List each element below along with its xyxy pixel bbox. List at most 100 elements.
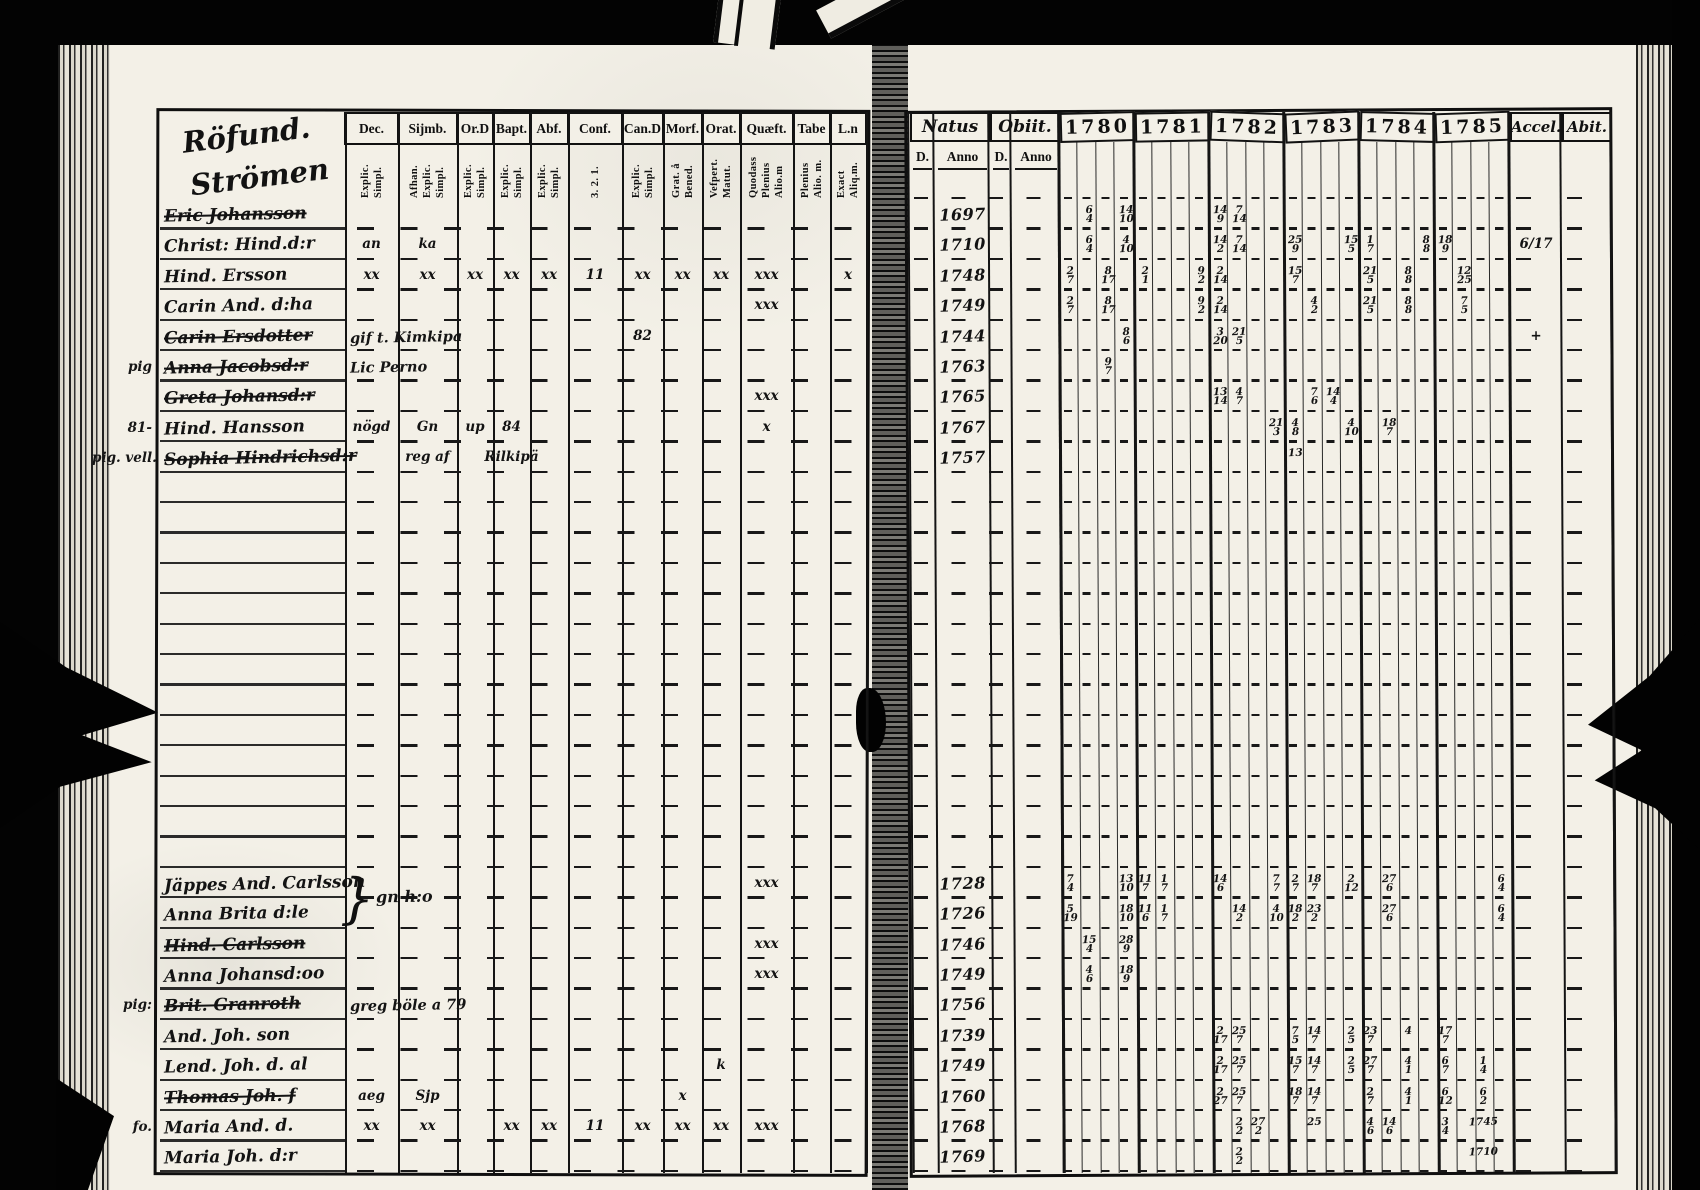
subheader-underline [913,168,932,170]
communion-date-mark: 25 7 [1229,1025,1248,1046]
communion-date-mark: 11 6 [1136,903,1155,924]
register-row-name: Anna Brita d:le [163,902,310,926]
communion-date-mark: 18 2 [1286,903,1305,924]
natus-year-value: 1728 [938,872,987,894]
row-cell-mark: nögd [352,418,391,435]
left-row-dashes [357,1017,864,1021]
date-mark-part: 7 [1441,1033,1450,1046]
date-mark-part: 7 [1310,1033,1319,1046]
row-cell-mark: 82 [633,327,652,344]
date-mark-part: 10 [1119,911,1135,925]
date-mark-part: 6 [1216,881,1225,894]
natus-year-value: 1767 [938,416,987,438]
left-row-dashes [357,440,864,443]
date-mark-part: 20 [1212,334,1229,347]
date-mark-part: 9 [1216,212,1225,226]
communion-date-mark: 18 7 [1379,417,1398,438]
accel-abit-dashes [1516,257,1606,261]
left-row-dashes [357,227,864,230]
register-row-name: Brit. Granroth [163,993,302,1017]
row-cell-mark: xx [363,1118,380,1134]
communion-date-mark: 13 14 [1211,386,1230,407]
left-row-dashes [357,592,864,595]
date-mark-part: 7 [1310,1064,1319,1077]
left-col-line [493,112,496,1173]
natus-obiit-dashes [914,197,1056,200]
left-row-dashes [357,409,864,413]
column-subheader-0: Explic. Simpl. [345,149,398,198]
natus-year-value: 1757 [938,447,987,468]
yeargrid-dashes [1064,683,1506,686]
communion-date-mark: 2 17 [1211,1025,1230,1047]
natus-obiit-dashes [914,622,1056,625]
accel-abit-dashes [1516,592,1606,595]
margin-annotation: pig: [123,997,152,1014]
yeargrid-dashes [1064,501,1506,504]
row-note: greg böle a 79 [349,996,467,1016]
register-row-name: Hind. Ersson [163,264,288,288]
left-row-dashes [357,318,864,321]
left-col-line [457,112,460,1173]
column-subheader-text: Explic. [359,163,371,198]
communion-date-mark: 25 [1305,1116,1324,1129]
natus-obiit-dashes [914,987,1056,990]
natus-obiit-dashes [914,440,1056,443]
left-row-dashes [357,744,864,747]
name-rule-line [160,318,345,321]
left-row-dashes [357,683,864,686]
yeargrid-dashes [1064,257,1506,261]
name-rule-line [160,713,345,716]
natus-year-value: 1749 [938,964,987,985]
row-note: Lic Perno [349,358,428,377]
obiit-header: Obiit. [990,112,1060,142]
date-mark-part: 17 [1212,1033,1229,1047]
accel-abit-dashes [1516,531,1606,534]
row-cell-mark: Rilkipä [484,449,539,466]
date-mark-part: 17 [1100,303,1116,317]
date-mark-part: 7 [1272,881,1281,894]
accel-abit-dashes [1516,1078,1606,1081]
date-mark-part: 5 [1366,273,1375,286]
accel-mark: 6/17 [1519,236,1553,253]
register-row-name: Hind. Carlsson [163,932,306,957]
left-book-edge [58,45,110,1190]
natus-obiit-dashes [914,1109,1056,1112]
yeargrid-dashes [1064,561,1506,565]
left-col-line [345,112,348,1173]
accel-abit-dashes [1516,1017,1606,1021]
communion-date-mark: 2 14 [1211,265,1230,286]
accel-abit-dashes [1516,774,1606,777]
name-rule-line [160,653,345,656]
communion-date-mark: 21 5 [1361,295,1380,316]
date-mark-part: 4 [1085,212,1094,226]
communion-date-mark: 6 12 [1436,1085,1455,1106]
date-mark-part: 14 [1231,243,1247,256]
column-subheader-3: Explic. Simpl. [493,149,530,198]
name-rule-line [160,835,345,838]
communion-date-mark: 14 2 [1211,234,1230,255]
date-mark-part: 5 [1347,1064,1356,1077]
register-row-name: Anna Jacobsd:r [163,355,309,379]
yeargrid-dashes [1064,470,1506,473]
left-row-dashes [357,1048,864,1051]
natus-obiit-dashes [914,1169,1056,1173]
communion-date-mark: 18 9 [1436,234,1455,255]
row-cell-mark: xx [712,1118,730,1134]
left-row-dashes [357,957,864,960]
name-rule-line [160,409,345,412]
date-mark-part: 10 [1344,425,1360,439]
left-row-dashes [357,653,864,656]
date-mark-part: 4 [1066,881,1075,894]
accel-abit-dashes [1516,987,1606,990]
date-mark-part: 4 [1085,942,1094,955]
